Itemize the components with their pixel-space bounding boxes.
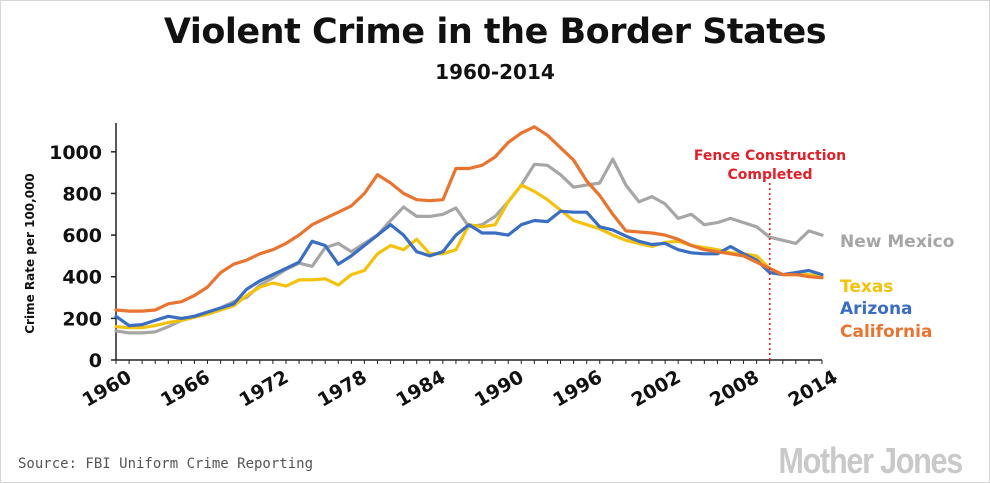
x-tick-label-2002: 2002 [628, 366, 685, 411]
x-tick-label-1996: 1996 [549, 366, 606, 411]
x-tick-label-1984: 1984 [392, 366, 449, 411]
x-tick-label-1972: 1972 [235, 366, 292, 411]
chart-subtitle: 1960-2014 [435, 60, 555, 84]
x-tick-label-1990: 1990 [471, 366, 528, 411]
fence-annotation: Fence Construction Completed [694, 148, 846, 360]
y-tick-label-1000: 1000 [49, 142, 102, 164]
axes: 0 200 400 600 800 1000 Crime Rate per 100,000 1… [23, 123, 841, 412]
annotation-line-1: Fence Construction [694, 148, 846, 164]
series-label-texas: Texas [840, 277, 893, 297]
series-label-new-mexico: New Mexico [840, 232, 954, 252]
series-line-california [114, 125, 824, 313]
mother-jones-logo: Mother Jones [778, 440, 963, 481]
series-label-arizona: Arizona [840, 299, 913, 319]
annotation-line-2: Completed [727, 167, 812, 183]
source-note: Source: FBI Uniform Crime Reporting [18, 456, 314, 472]
y-tick-label-600: 600 [62, 225, 102, 247]
x-tick-label-1966: 1966 [157, 366, 214, 411]
series-lines [114, 125, 824, 335]
x-tick-label-2008: 2008 [706, 366, 763, 411]
y-tick-label-0: 0 [89, 350, 102, 372]
y-tick-label-400: 400 [62, 267, 102, 289]
y-axis-label: Crime Rate per 100,000 [23, 173, 37, 334]
x-tick-label-1960: 1960 [79, 366, 136, 411]
x-tick-label-1978: 1978 [314, 366, 371, 411]
y-tick-label-800: 800 [62, 183, 102, 205]
y-tick-label-200: 200 [62, 308, 102, 330]
series-line-arizona [114, 209, 824, 328]
series-label-california: California [840, 322, 932, 342]
chart-title: Violent Crime in the Border States [163, 12, 827, 52]
x-tick-label-2014: 2014 [785, 366, 842, 411]
